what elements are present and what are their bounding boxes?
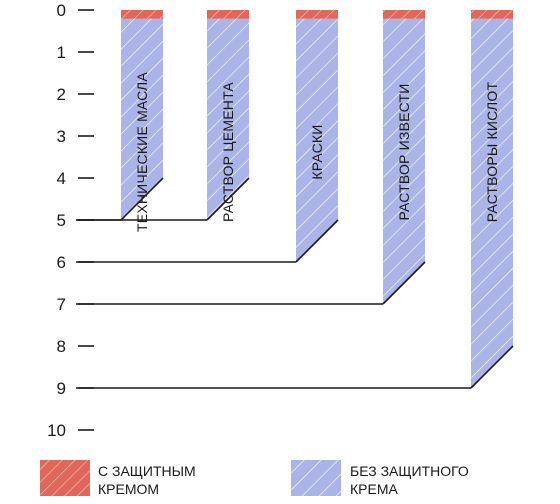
- y-tick-label: 6: [57, 253, 66, 272]
- legend-label-line2: КРЕМОМ: [98, 481, 159, 497]
- y-tick-label: 9: [57, 379, 66, 398]
- legend-label-line1: С ЗАЩИТНЫМ: [98, 463, 196, 479]
- legend: С ЗАЩИТНЫМ КРЕМОМ БЕЗ ЗАЩИТНОГО КРЕМА: [40, 460, 469, 497]
- bar-category-label: ТЕХНИЧЕСКИЕ МАСЛА: [134, 72, 150, 232]
- bar-without-cream: [296, 10, 338, 262]
- bar-category-label: КРАСКИ: [309, 124, 325, 179]
- bar-category-label: РАСТВОРЫ КИСЛОТ: [484, 82, 500, 223]
- bar-cut-edge: [120, 177, 164, 221]
- bar-category-label: РАСТВОР ИЗВЕСТИ: [396, 83, 412, 220]
- bar-without-cream: [207, 10, 249, 220]
- bar-without-cream: [383, 10, 425, 304]
- legend-swatch-without-cream: [291, 460, 341, 496]
- bar-with-cream: [296, 10, 338, 19]
- y-tick-label: 8: [57, 337, 66, 356]
- y-tick-label: 0: [57, 1, 66, 20]
- bar-cut-edge: [470, 345, 514, 389]
- bar-cut-edge: [206, 177, 250, 221]
- legend-swatch-with-cream: [40, 460, 90, 496]
- bar-without-cream: [121, 10, 163, 220]
- bar-without-cream: [471, 10, 513, 388]
- y-tick-label: 3: [57, 127, 66, 146]
- bar-with-cream: [121, 10, 163, 19]
- bar-with-cream: [207, 10, 249, 19]
- y-tick-label: 1: [57, 43, 66, 62]
- y-tick-label: 4: [57, 169, 66, 188]
- y-tick-label: 2: [57, 85, 66, 104]
- y-tick-label: 5: [57, 211, 66, 230]
- legend-label-line1: БЕЗ ЗАЩИТНОГО: [350, 463, 469, 479]
- bar-cut-edge: [382, 261, 426, 305]
- legend-label-line2: КРЕМА: [350, 481, 398, 497]
- bar-with-cream: [471, 10, 513, 19]
- bar-category-label: РАСТВОР ЦЕМЕНТА: [220, 82, 236, 222]
- bars: ТЕХНИЧЕСКИЕ МАСЛА РАСТВОР ЦЕМЕНТА КРАСКИ РА…: [76, 10, 514, 389]
- bar-with-cream: [383, 10, 425, 19]
- bar-cut-edge: [295, 219, 339, 263]
- y-tick-label: 10: [47, 421, 66, 440]
- y-tick-label: 7: [57, 295, 66, 314]
